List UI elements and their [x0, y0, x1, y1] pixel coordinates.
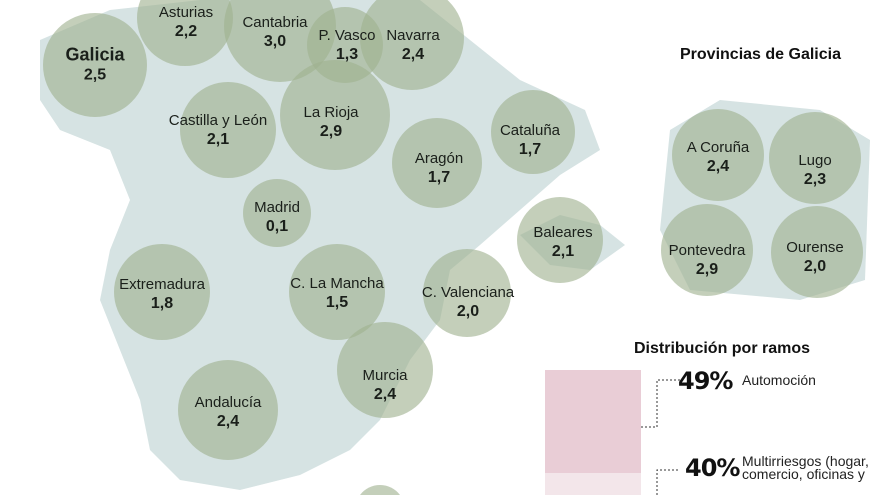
bubble-a-coruna — [672, 109, 764, 201]
label-murcia: Murcia 2,4 — [362, 367, 408, 403]
bubble-la-mancha — [289, 244, 385, 340]
galicia-title: Provincias de Galicia — [680, 46, 841, 63]
bubble-navarra — [360, 0, 464, 90]
bubble-galicia — [43, 13, 147, 117]
bubble-castilla-leon — [180, 82, 276, 178]
bar-multirriesgos — [545, 473, 641, 495]
bubble-baleares — [517, 197, 603, 283]
bubble-lugo — [769, 112, 861, 204]
bubble-cantabria — [224, 0, 336, 82]
bubble-madrid — [243, 179, 311, 247]
bubble-asturias — [137, 0, 233, 66]
label-cantabria: Cantabria 3,0 — [242, 14, 308, 50]
label-castilla-leon: Castilla y León 2,1 — [168, 112, 268, 148]
label-extremadura: Extremadura 1,8 — [119, 276, 205, 312]
distribution-title: Distribución por ramos — [634, 340, 811, 357]
label-la-rioja: La Rioja 2,9 — [303, 104, 359, 140]
label-asturias: Asturias 2,2 — [158, 4, 214, 40]
label-galicia: Galicia 2,5 — [65, 44, 125, 84]
label-la-mancha: C. La Mancha 1,5 — [290, 275, 384, 311]
pct-automocion: 49% — [678, 367, 733, 395]
bubble-aragon — [392, 118, 482, 208]
label-valenciana: C. Valenciana 2,0 — [421, 284, 515, 320]
leader-line-2 — [656, 469, 680, 495]
label-lugo: Lugo 2,3 — [798, 152, 832, 188]
bubble-extremadura — [114, 244, 210, 340]
bubble-partial — [360, 484, 400, 495]
bar-automocion — [545, 370, 641, 473]
label-cataluna: Cataluña 1,7 — [499, 122, 561, 158]
bubble-andalucia — [178, 360, 278, 460]
bubble-pontevedra — [661, 204, 753, 296]
bubble-cataluna — [491, 90, 575, 174]
label-madrid: Madrid 0,1 — [254, 199, 300, 235]
bubble-la-rioja — [280, 60, 390, 170]
desc-multirriesgos: Multirriesgos (hogar, comercio, oficinas… — [742, 453, 869, 482]
pct-multirriesgos: 40% — [685, 454, 740, 482]
label-ourense: Ourense 2,0 — [786, 239, 844, 275]
bubble-murcia — [337, 322, 433, 418]
label-andalucia: Andalucía 2,4 — [194, 394, 262, 430]
label-pontevedra: Pontevedra 2,9 — [668, 242, 746, 278]
leader-line-1 — [641, 379, 680, 428]
spain-land — [40, 0, 600, 490]
label-navarra: Navarra 2,4 — [386, 27, 440, 63]
bubble-valenciana — [423, 249, 511, 337]
label-pvasco: P. Vasco 1,3 — [318, 27, 376, 63]
label-aragon: Aragón 1,7 — [414, 150, 464, 186]
region-bubbles — [43, 0, 863, 495]
label-a-coruna: A Coruña 2,4 — [686, 139, 750, 175]
desc-automocion: Automoción — [742, 372, 816, 388]
label-baleares: Baleares 2,1 — [533, 224, 593, 260]
bubble-ourense — [771, 206, 863, 298]
